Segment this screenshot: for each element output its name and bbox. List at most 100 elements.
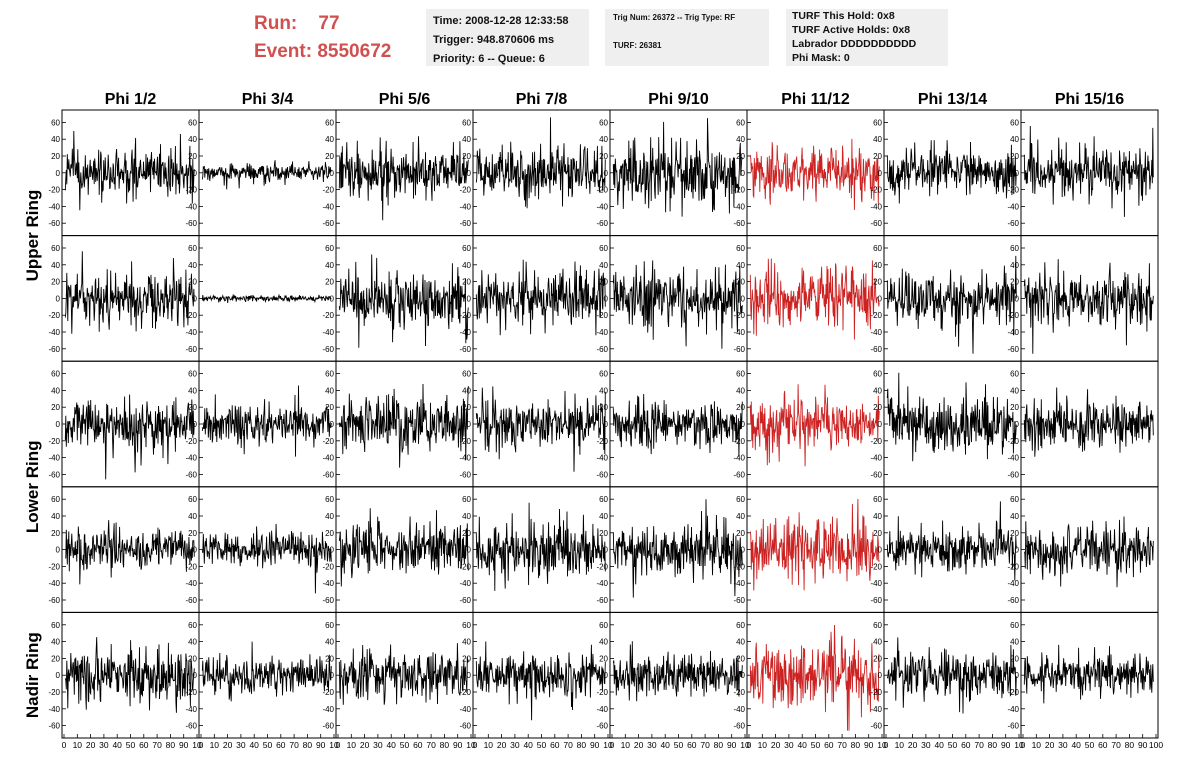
- y-tick-label: 0: [878, 671, 883, 680]
- y-tick-label: 20: [1010, 278, 1019, 287]
- y-tick-label: 40: [873, 261, 882, 270]
- y-tick-label: 20: [873, 654, 882, 663]
- y-tick-label: 40: [462, 261, 471, 270]
- x-tick-label: 70: [426, 740, 436, 750]
- y-tick-label: -40: [1007, 202, 1019, 211]
- y-tick-label: -40: [1007, 454, 1019, 463]
- waveform-r4-c3: [338, 508, 469, 587]
- y-tick-label: 20: [51, 278, 60, 287]
- x-tick-label: 30: [99, 740, 109, 750]
- y-tick-label: -20: [596, 437, 608, 446]
- x-tick-label: 10: [621, 740, 631, 750]
- y-tick-label: 0: [330, 420, 335, 429]
- y-tick-label: 20: [873, 403, 882, 412]
- x-tick-label: 30: [236, 740, 246, 750]
- x-tick-label: 40: [797, 740, 807, 750]
- x-tick-label: 30: [1058, 740, 1068, 750]
- waveform-r3-c7: [886, 372, 1017, 462]
- y-tick-label: -40: [870, 454, 882, 463]
- y-tick-label: -40: [733, 454, 745, 463]
- y-tick-label: 0: [1015, 294, 1020, 303]
- y-tick-label: -40: [596, 705, 608, 714]
- y-tick-label: -20: [48, 311, 60, 320]
- y-tick-label: 40: [873, 512, 882, 521]
- y-tick-label: -20: [459, 562, 471, 571]
- y-tick-label: 60: [462, 621, 471, 630]
- y-tick-label: 40: [1010, 386, 1019, 395]
- y-tick-label: 60: [599, 118, 608, 127]
- y-tick-label: -60: [185, 470, 197, 479]
- x-tick-label: 100: [1149, 740, 1163, 750]
- y-tick-label: -60: [322, 722, 334, 731]
- y-tick-label: 40: [188, 638, 197, 647]
- y-tick-label: 40: [599, 512, 608, 521]
- y-tick-label: 0: [56, 294, 61, 303]
- y-tick-label: 40: [599, 261, 608, 270]
- y-tick-label: 60: [325, 118, 334, 127]
- y-tick-label: 40: [736, 512, 745, 521]
- y-tick-label: 20: [736, 654, 745, 663]
- y-tick-label: 20: [736, 278, 745, 287]
- y-tick-label: -20: [185, 562, 197, 571]
- y-tick-label: -60: [596, 219, 608, 228]
- waveform-r1-c5: [612, 118, 743, 217]
- y-tick-label: -20: [48, 688, 60, 697]
- x-tick-label: 10: [603, 740, 613, 750]
- y-tick-label: -20: [596, 311, 608, 320]
- y-tick-label: 60: [1010, 495, 1019, 504]
- x-tick-label: 0: [336, 740, 341, 750]
- waveform-r4-c2: [201, 523, 332, 594]
- x-tick-label: 10: [210, 740, 220, 750]
- y-tick-label: -20: [1007, 437, 1019, 446]
- y-tick-label: 40: [599, 135, 608, 144]
- waveform-r4-c1: [64, 520, 195, 585]
- y-tick-label: -40: [870, 328, 882, 337]
- waveform-r5-c5: [612, 641, 743, 702]
- column-header-7: Phi 13/14: [918, 91, 987, 108]
- x-tick-label: 0: [473, 740, 478, 750]
- y-tick-label: 0: [330, 294, 335, 303]
- y-tick-label: 0: [604, 294, 609, 303]
- y-tick-label: -20: [322, 437, 334, 446]
- x-tick-label: 50: [263, 740, 273, 750]
- y-tick-label: -60: [1007, 722, 1019, 731]
- y-tick-label: -40: [322, 202, 334, 211]
- y-tick-label: -40: [185, 328, 197, 337]
- y-tick-label: 20: [188, 152, 197, 161]
- turf-this-hold-line: TURF This Hold: 0x8: [792, 10, 895, 22]
- x-tick-label: 80: [303, 740, 313, 750]
- y-tick-label: 0: [56, 671, 61, 680]
- y-tick-label: 40: [325, 135, 334, 144]
- y-tick-label: -60: [322, 596, 334, 605]
- y-tick-label: -60: [48, 470, 60, 479]
- y-tick-label: 0: [604, 420, 609, 429]
- y-tick-label: 0: [1015, 169, 1020, 178]
- y-tick-label: -20: [48, 562, 60, 571]
- y-tick-label: 20: [736, 403, 745, 412]
- y-tick-label: -40: [322, 579, 334, 588]
- x-tick-label: 90: [727, 740, 737, 750]
- y-tick-label: 60: [1010, 244, 1019, 253]
- turf-active-holds-line: TURF Active Holds: 0x8: [792, 24, 911, 36]
- y-tick-label: -60: [1007, 470, 1019, 479]
- y-tick-label: -60: [185, 722, 197, 731]
- ring-label-1: Upper Ring: [23, 190, 42, 282]
- y-tick-label: 0: [1015, 420, 1020, 429]
- y-tick-label: 40: [873, 386, 882, 395]
- time-line: Time: 2008-12-28 12:33:58: [433, 15, 569, 27]
- y-tick-label: 20: [599, 152, 608, 161]
- y-tick-label: 0: [330, 671, 335, 680]
- x-tick-label: 20: [497, 740, 507, 750]
- x-tick-label: 90: [1138, 740, 1148, 750]
- y-tick-label: 40: [462, 386, 471, 395]
- y-tick-label: -60: [596, 470, 608, 479]
- y-tick-label: -40: [322, 454, 334, 463]
- y-tick-label: 0: [604, 671, 609, 680]
- y-tick-label: -60: [870, 345, 882, 354]
- y-tick-label: -40: [185, 579, 197, 588]
- x-tick-label: 40: [112, 740, 122, 750]
- y-tick-label: 40: [873, 135, 882, 144]
- y-tick-label: 20: [462, 403, 471, 412]
- y-tick-label: -60: [48, 219, 60, 228]
- y-tick-label: -40: [870, 202, 882, 211]
